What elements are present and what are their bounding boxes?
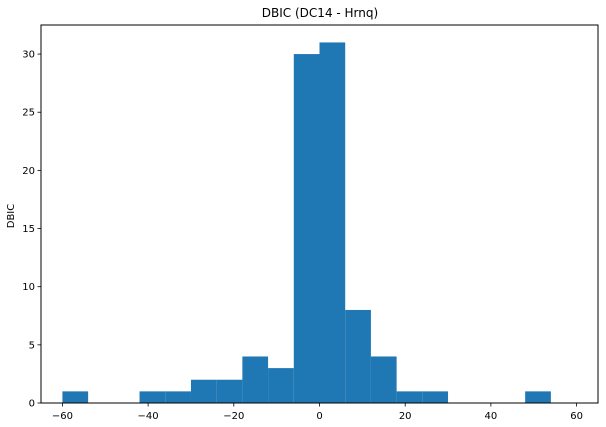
histogram-bar	[242, 356, 269, 403]
x-tick-label: −60	[52, 411, 73, 422]
histogram-bar	[370, 356, 397, 403]
histogram-bars	[62, 42, 551, 403]
histogram-bar	[396, 391, 423, 403]
plot-frame	[40, 24, 599, 404]
x-tick-label: −40	[138, 411, 159, 422]
x-tick-label: 0	[316, 411, 322, 422]
chart-title: DBIC (DC14 - Hrnq)	[262, 6, 378, 20]
x-axis-ticks: −60 −40 −20 0 20 40 60	[52, 403, 583, 422]
histogram-bar	[268, 368, 294, 403]
x-tick-label: 20	[399, 411, 412, 422]
y-tick-label: 20	[22, 166, 35, 177]
x-tick-label: −20	[223, 411, 244, 422]
histogram-bar	[165, 391, 191, 403]
y-tick-label: 25	[22, 108, 35, 119]
y-tick-label: 5	[29, 340, 35, 351]
y-tick-label: 10	[22, 282, 35, 293]
histogram-bar	[216, 379, 243, 403]
histogram-bar	[190, 379, 217, 403]
histogram-bar	[422, 391, 449, 403]
y-axis-ticks: 0 5 10 15 20 25 30	[22, 50, 41, 410]
x-tick-label: 60	[570, 411, 583, 422]
histogram-bar	[345, 309, 371, 403]
histogram-bar	[139, 391, 166, 403]
x-tick-label: 40	[485, 411, 498, 422]
histogram-bar	[319, 42, 346, 403]
histogram-bar	[525, 391, 551, 403]
y-tick-label: 15	[22, 224, 35, 235]
y-tick-label: 0	[29, 399, 35, 410]
histogram-bar	[62, 391, 89, 403]
y-axis-label: DBIC	[6, 204, 17, 229]
y-tick-label: 30	[22, 50, 35, 61]
histogram-bar	[293, 54, 320, 403]
